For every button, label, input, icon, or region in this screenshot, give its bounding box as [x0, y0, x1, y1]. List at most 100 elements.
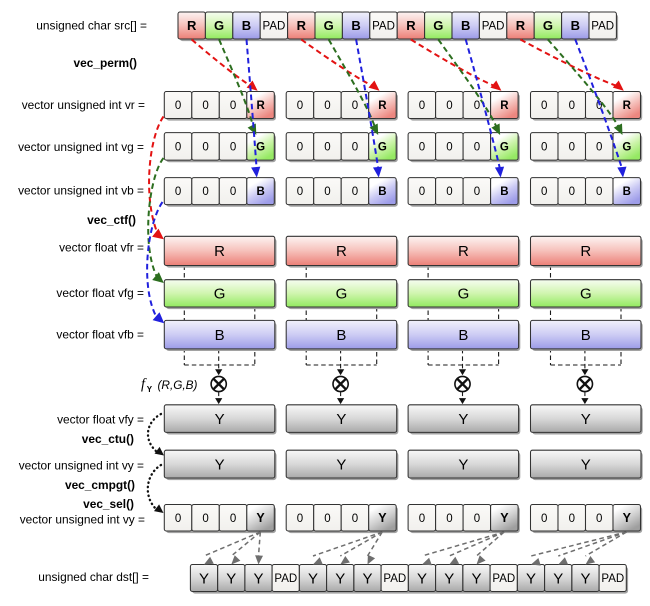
svg-text:vector float vfb =: vector float vfb =: [56, 328, 144, 342]
svg-text:0: 0: [446, 513, 452, 525]
svg-text:0: 0: [324, 513, 330, 525]
svg-text:R: R: [187, 18, 197, 33]
svg-text:unsigned char dst[] =: unsigned char dst[] =: [38, 570, 149, 584]
svg-text:0: 0: [202, 186, 208, 198]
svg-text:0: 0: [352, 100, 358, 112]
svg-text:0: 0: [202, 141, 208, 153]
svg-text:G: G: [580, 286, 592, 303]
svg-text:vector float vfy =: vector float vfy =: [57, 413, 144, 427]
svg-text:0: 0: [202, 100, 208, 112]
svg-text:vector unsigned int vr =: vector unsigned int vr =: [22, 98, 145, 112]
svg-text:B: B: [461, 18, 470, 33]
svg-text:Y: Y: [256, 511, 265, 525]
svg-text:vec_perm(): vec_perm(): [74, 56, 137, 70]
svg-text:Y: Y: [623, 511, 632, 525]
svg-text:PAD: PAD: [601, 573, 624, 585]
svg-text:0: 0: [474, 141, 480, 153]
svg-text:0: 0: [446, 141, 452, 153]
svg-text:B: B: [336, 327, 346, 344]
svg-text:0: 0: [175, 100, 181, 112]
svg-text:vec_ctf(): vec_ctf(): [87, 213, 136, 227]
svg-text:PAD: PAD: [274, 573, 297, 585]
svg-text:0: 0: [175, 513, 181, 525]
svg-text:G: G: [214, 286, 226, 303]
svg-text:R: R: [458, 243, 469, 260]
svg-text:0: 0: [446, 186, 452, 198]
svg-text:0: 0: [324, 141, 330, 153]
svg-text:B: B: [215, 327, 225, 344]
svg-text:Y: Y: [199, 570, 209, 587]
svg-text:0: 0: [541, 100, 547, 112]
svg-text:R: R: [336, 243, 347, 260]
svg-text:R: R: [406, 18, 416, 33]
svg-text:PAD: PAD: [263, 21, 286, 33]
svg-text:0: 0: [324, 100, 330, 112]
svg-text:G: G: [378, 141, 387, 153]
svg-text:0: 0: [297, 186, 303, 198]
svg-text:Y: Y: [336, 411, 346, 428]
svg-text:B: B: [256, 186, 264, 198]
svg-text:R: R: [516, 18, 526, 33]
svg-text:Y: Y: [471, 570, 481, 587]
svg-text:0: 0: [596, 141, 602, 153]
svg-text:0: 0: [230, 100, 236, 112]
svg-text:G: G: [543, 18, 553, 33]
svg-text:vector unsigned int vb =: vector unsigned int vb =: [18, 183, 144, 197]
svg-text:Y: Y: [253, 570, 263, 587]
svg-text:vector unsigned int vg =: vector unsigned int vg =: [18, 140, 144, 154]
svg-text:R: R: [378, 100, 387, 112]
svg-text:(R,G,B): (R,G,B): [158, 378, 198, 392]
svg-text:B: B: [458, 327, 468, 344]
svg-text:G: G: [500, 141, 509, 153]
svg-text:0: 0: [230, 186, 236, 198]
svg-text:0: 0: [297, 100, 303, 112]
svg-text:unsigned char src[] =: unsigned char src[] =: [36, 19, 147, 33]
svg-text:0: 0: [541, 513, 547, 525]
svg-text:vec_cmpgt(): vec_cmpgt(): [65, 478, 135, 492]
svg-text:Y: Y: [581, 456, 591, 473]
svg-text:B: B: [242, 18, 251, 33]
svg-text:Y: Y: [458, 456, 468, 473]
svg-text:PAD: PAD: [383, 573, 406, 585]
svg-text:0: 0: [202, 513, 208, 525]
svg-text:0: 0: [569, 141, 575, 153]
svg-text:0: 0: [569, 186, 575, 198]
svg-text:G: G: [214, 18, 224, 33]
svg-text:G: G: [458, 286, 470, 303]
svg-text:PAD: PAD: [591, 21, 614, 33]
svg-text:vector float vfg =: vector float vfg =: [56, 286, 144, 300]
svg-text:B: B: [378, 186, 386, 198]
svg-text:G: G: [622, 141, 631, 153]
svg-text:0: 0: [419, 100, 425, 112]
svg-text:Y: Y: [215, 411, 225, 428]
svg-text:0: 0: [474, 513, 480, 525]
svg-text:Y: Y: [378, 511, 387, 525]
svg-text:PAD: PAD: [372, 21, 395, 33]
svg-text:vec_ctu(): vec_ctu(): [82, 432, 134, 446]
svg-text:0: 0: [352, 141, 358, 153]
svg-text:0: 0: [230, 141, 236, 153]
svg-text:R: R: [214, 243, 225, 260]
svg-text:Y: Y: [458, 411, 468, 428]
svg-text:0: 0: [297, 141, 303, 153]
svg-text:vector unsigned int vy =: vector unsigned int vy =: [20, 513, 145, 527]
svg-text:Y: Y: [336, 456, 346, 473]
svg-text:G: G: [336, 286, 348, 303]
svg-text:Y: Y: [444, 570, 454, 587]
svg-text:0: 0: [230, 513, 236, 525]
svg-text:Y: Y: [308, 570, 318, 587]
svg-text:B: B: [581, 327, 591, 344]
svg-text:f: f: [141, 377, 147, 393]
svg-text:0: 0: [596, 513, 602, 525]
svg-text:PAD: PAD: [482, 21, 505, 33]
svg-text:Y: Y: [147, 385, 153, 394]
svg-text:Y: Y: [526, 570, 536, 587]
svg-text:R: R: [256, 100, 265, 112]
svg-text:0: 0: [419, 186, 425, 198]
svg-text:R: R: [580, 243, 591, 260]
svg-text:0: 0: [419, 141, 425, 153]
svg-text:0: 0: [352, 513, 358, 525]
svg-text:B: B: [623, 186, 631, 198]
svg-text:G: G: [433, 18, 443, 33]
svg-text:0: 0: [175, 141, 181, 153]
